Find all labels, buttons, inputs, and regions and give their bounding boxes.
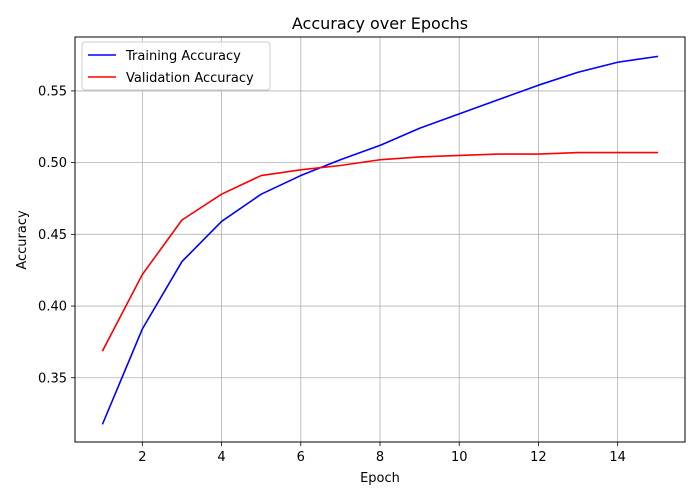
x-axis-title: Epoch <box>360 471 400 486</box>
x-tick-label: 12 <box>530 450 547 465</box>
y-tick-label: 0.40 <box>38 300 67 315</box>
chart-title: Accuracy over Epochs <box>292 14 468 33</box>
series-lines <box>101 55 659 425</box>
grid-lines <box>75 37 685 442</box>
training-accuracy-line <box>101 55 659 425</box>
validation-accuracy-line <box>101 151 659 352</box>
legend-label-training: Training Accuracy <box>125 49 241 64</box>
y-axis-title: Accuracy <box>15 210 30 270</box>
x-tick-label: 14 <box>609 450 626 465</box>
x-tick-label: 10 <box>451 450 468 465</box>
x-tick-label: 8 <box>376 450 384 465</box>
y-tick-label: 0.50 <box>38 156 67 171</box>
y-tick-label: 0.45 <box>38 228 67 243</box>
y-tick-label: 0.55 <box>38 84 67 99</box>
x-tick-label: 4 <box>217 450 225 465</box>
legend: Training Accuracy Validation Accuracy <box>81 41 271 91</box>
x-axis-ticks: 2 4 6 8 10 12 14 <box>138 442 626 465</box>
x-tick-label: 6 <box>297 450 305 465</box>
y-axis-ticks: 0.35 0.40 0.45 0.50 0.55 <box>38 84 75 386</box>
x-tick-label: 2 <box>138 450 146 465</box>
legend-box <box>81 41 271 91</box>
y-tick-label: 0.35 <box>38 371 67 386</box>
legend-label-validation: Validation Accuracy <box>126 71 254 86</box>
